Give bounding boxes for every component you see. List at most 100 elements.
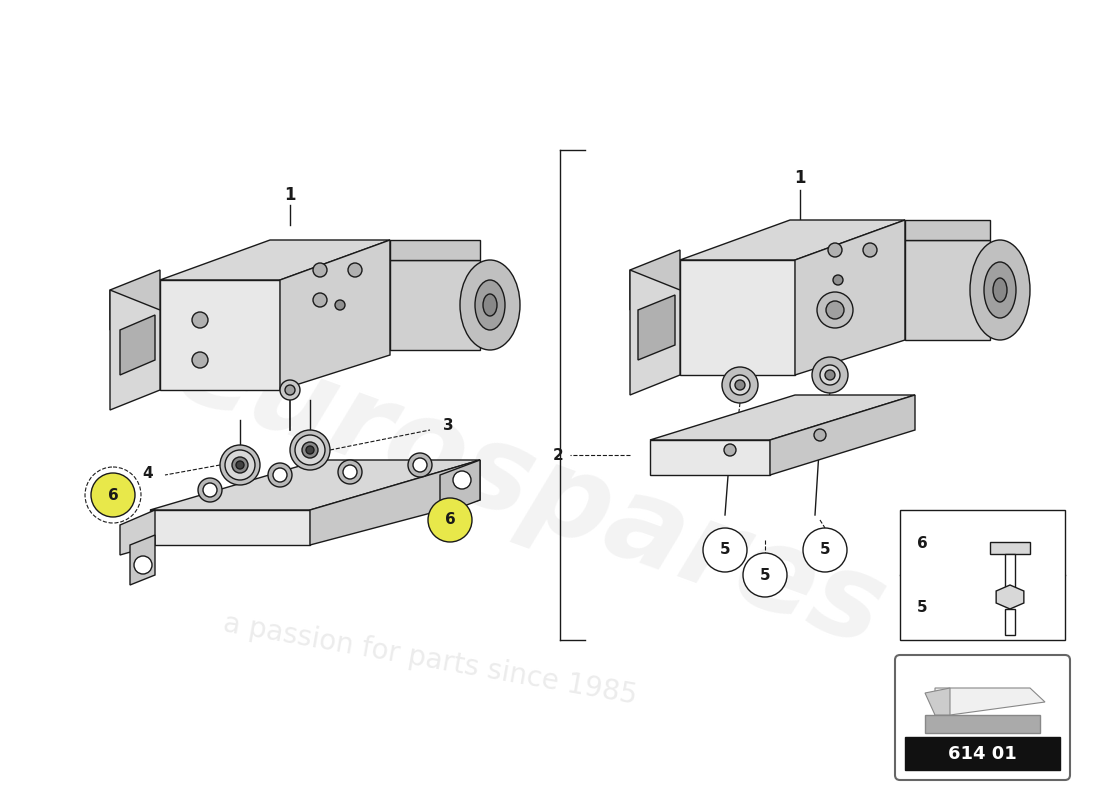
Circle shape [302,442,318,458]
Text: 1: 1 [284,186,296,204]
Text: 5: 5 [820,542,830,558]
Circle shape [817,292,852,328]
Polygon shape [150,460,480,510]
Circle shape [134,556,152,574]
Polygon shape [1005,609,1015,635]
Circle shape [220,445,260,485]
Circle shape [290,430,330,470]
Polygon shape [440,460,480,515]
Circle shape [864,243,877,257]
Circle shape [825,370,835,380]
Polygon shape [630,270,680,395]
Text: 2: 2 [552,447,563,462]
Circle shape [273,468,287,482]
Text: 5: 5 [760,567,770,582]
Polygon shape [390,260,480,350]
Circle shape [226,450,255,480]
Circle shape [722,367,758,403]
Ellipse shape [483,294,497,316]
Circle shape [192,312,208,328]
Ellipse shape [970,240,1030,340]
Ellipse shape [984,262,1016,318]
Circle shape [280,380,300,400]
Circle shape [236,461,244,469]
Circle shape [306,446,313,454]
Polygon shape [160,280,280,390]
Circle shape [828,243,842,257]
Text: 614 01: 614 01 [947,745,1016,763]
Circle shape [198,478,222,502]
Polygon shape [997,585,1024,609]
Circle shape [91,473,135,517]
Circle shape [338,460,362,484]
Text: eurospares: eurospares [160,308,900,672]
Polygon shape [925,688,950,715]
Circle shape [703,528,747,572]
Text: 5: 5 [719,542,730,558]
Polygon shape [680,220,905,260]
Polygon shape [770,395,915,475]
FancyBboxPatch shape [895,655,1070,780]
Polygon shape [120,315,155,375]
Text: 6: 6 [444,513,455,527]
Text: 4: 4 [143,466,153,481]
Polygon shape [110,270,160,330]
Text: 5: 5 [916,601,927,615]
Text: a passion for parts since 1985: a passion for parts since 1985 [221,610,639,710]
Polygon shape [680,260,795,375]
Circle shape [820,365,840,385]
Circle shape [428,498,472,542]
Circle shape [812,357,848,393]
Circle shape [268,463,292,487]
Polygon shape [650,440,770,475]
Polygon shape [130,535,155,585]
Text: 6: 6 [916,535,927,550]
Polygon shape [390,240,480,260]
Circle shape [814,429,826,441]
Circle shape [314,293,327,307]
Circle shape [204,483,217,497]
Circle shape [453,471,471,489]
Circle shape [343,465,358,479]
Circle shape [295,435,324,465]
Text: 6: 6 [108,487,119,502]
Text: 1: 1 [794,169,805,187]
Polygon shape [905,240,990,340]
Circle shape [803,528,847,572]
Polygon shape [110,290,160,410]
Circle shape [833,275,843,285]
FancyBboxPatch shape [900,510,1065,640]
Circle shape [348,263,362,277]
Polygon shape [905,220,990,240]
Polygon shape [990,542,1030,554]
Polygon shape [310,460,480,545]
Polygon shape [120,510,155,555]
Polygon shape [905,737,1060,770]
Polygon shape [650,395,915,440]
Polygon shape [1005,554,1015,595]
Polygon shape [935,688,1045,715]
Polygon shape [280,240,390,390]
Circle shape [285,385,295,395]
Circle shape [724,444,736,456]
Polygon shape [150,510,310,545]
Polygon shape [160,240,390,280]
Circle shape [232,457,248,473]
Ellipse shape [993,278,1007,302]
Polygon shape [925,715,1040,733]
Circle shape [192,352,208,368]
Circle shape [412,458,427,472]
Circle shape [735,380,745,390]
Text: 3: 3 [442,418,453,434]
Ellipse shape [460,260,520,350]
Circle shape [730,375,750,395]
Circle shape [826,301,844,319]
Circle shape [314,263,327,277]
Circle shape [336,300,345,310]
Polygon shape [795,220,905,375]
Circle shape [408,453,432,477]
Ellipse shape [475,280,505,330]
Polygon shape [638,295,675,360]
Circle shape [742,553,786,597]
Polygon shape [630,250,680,310]
